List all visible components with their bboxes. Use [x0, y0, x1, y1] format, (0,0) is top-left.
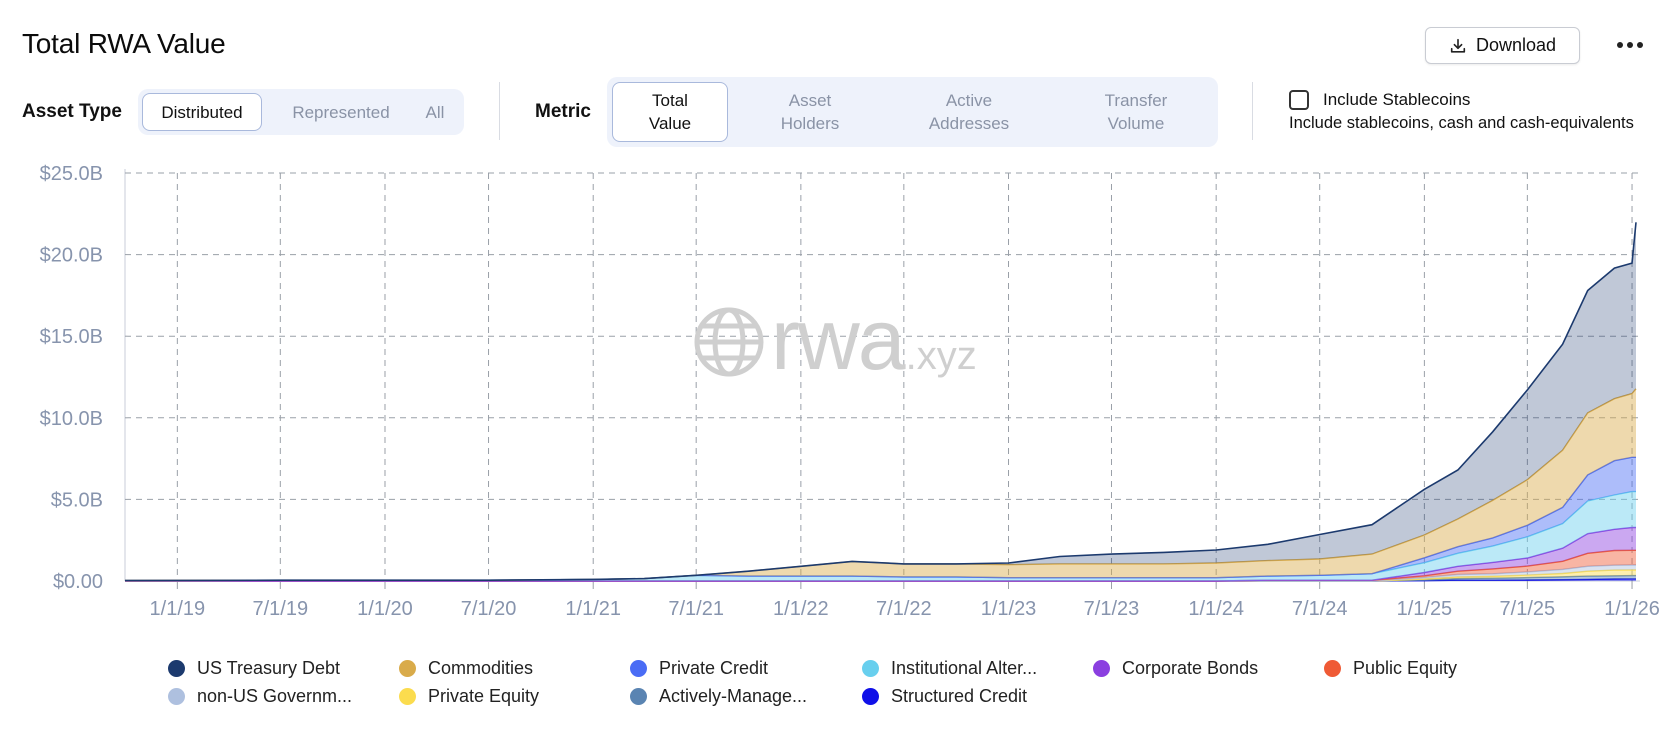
metric-line2: Value [648, 114, 692, 133]
legend-item[interactable]: Actively-Manage... [630, 686, 807, 707]
chart-areas [124, 222, 1637, 582]
legend-label: Institutional Alter... [891, 658, 1038, 678]
legend-label: Actively-Manage... [659, 686, 808, 706]
legend-item[interactable]: Structured Credit [862, 686, 1027, 707]
download-label: Download [1475, 35, 1557, 55]
legend-item[interactable]: Public Equity [1324, 658, 1457, 679]
more-options-button[interactable] [1614, 33, 1646, 57]
area-us-treasury-debt [125, 222, 1636, 581]
asset-type-selector: Distributed Represented All [138, 89, 464, 135]
legend-swatch [1093, 660, 1110, 677]
watermark: rwa .xyz [693, 292, 977, 388]
legend-label: Commodities [428, 658, 534, 678]
watermark-main: rwa [771, 292, 906, 388]
legend-item[interactable]: non-US Governm... [168, 686, 352, 707]
asset-type-all[interactable]: All [425, 102, 445, 122]
y-tick-label: $15.0B [40, 326, 103, 348]
legend-label: US Treasury Debt [197, 658, 341, 678]
x-tick-label: 7/1/21 [668, 598, 724, 620]
legend-label: Private Equity [428, 686, 540, 706]
legend-item[interactable]: Commodities [399, 658, 533, 679]
legend-item[interactable]: Private Equity [399, 686, 539, 707]
metric-label: Metric [535, 101, 591, 122]
x-tick-label: 7/1/19 [253, 598, 309, 620]
chart-legend: US Treasury Debt Commodities Private Cre… [0, 655, 1680, 715]
metric-asset-holders[interactable]: Asset Holders [747, 82, 873, 142]
metric-line1: Total [652, 91, 688, 110]
x-tick-label: 7/1/24 [1292, 598, 1348, 620]
legend-swatch [399, 688, 416, 705]
x-tick-label: 1/1/22 [773, 598, 829, 620]
x-tick-label: 1/1/24 [1188, 598, 1244, 620]
y-tick-label: $5.0B [51, 489, 103, 511]
legend-swatch [630, 688, 647, 705]
include-stablecoins-description: Include stablecoins, cash and cash-equiv… [1289, 114, 1634, 132]
legend-item[interactable]: US Treasury Debt [168, 658, 340, 679]
area-commodities [125, 388, 1636, 581]
include-stablecoins-checkbox[interactable] [1289, 90, 1309, 110]
asset-type-label: Asset Type [22, 101, 122, 122]
watermark-suffix: .xyz [905, 334, 977, 378]
globe-icon [694, 307, 764, 377]
metric-line2: Addresses [928, 114, 1010, 133]
y-tick-label: $20.0B [40, 245, 103, 267]
x-tick-label: 7/1/23 [1084, 598, 1140, 620]
metric-total-value[interactable]: Total Value [612, 82, 728, 142]
x-tick-label: 1/1/20 [357, 598, 413, 620]
metric-active-addresses[interactable]: Active Addresses [899, 82, 1039, 142]
legend-swatch [630, 660, 647, 677]
include-stablecoins-label: Include Stablecoins [1323, 90, 1471, 109]
legend-label: Corporate Bonds [1122, 658, 1259, 678]
download-icon [1450, 38, 1466, 53]
download-button[interactable]: Download [1425, 27, 1580, 64]
page-title: Total RWA Value [22, 28, 226, 59]
metric-selector: Total Value Asset Holders Active Address… [607, 77, 1218, 147]
x-axis-ticks: 1/1/19 7/1/19 1/1/20 7/1/20 1/1/21 7/1/21 1/1/… [150, 598, 1660, 620]
legend-item[interactable]: Private Credit [630, 658, 768, 679]
y-tick-label: $10.0B [40, 408, 103, 430]
legend-item[interactable]: Institutional Alter... [862, 658, 1037, 679]
legend-item[interactable]: Corporate Bonds [1093, 658, 1258, 679]
divider [499, 82, 500, 140]
rwa-value-chart: $0.00 $5.0B $10.0B $15.0B $20.0B $25.0B 1/1/1… [40, 163, 1660, 620]
line-us-treasury-debt [124, 222, 1637, 582]
x-tick-label: 7/1/25 [1500, 598, 1556, 620]
legend-label: Structured Credit [891, 686, 1028, 706]
line-corporate-bonds [125, 526, 1636, 582]
metric-line1: Transfer [1104, 91, 1168, 110]
legend-swatch [1324, 660, 1341, 677]
legend-swatch [862, 660, 879, 677]
x-tick-label: 1/1/23 [981, 598, 1037, 620]
legend-label: non-US Governm... [197, 686, 353, 706]
legend-swatch [862, 688, 879, 705]
x-tick-label: 1/1/25 [1397, 598, 1453, 620]
metric-line1: Active [945, 91, 993, 110]
y-tick-label: $0.00 [53, 571, 103, 593]
more-icon [1617, 42, 1643, 48]
legend-swatch [168, 660, 185, 677]
x-tick-label: 1/1/21 [565, 598, 621, 620]
legend-swatch [399, 660, 416, 677]
x-tick-label: 7/1/22 [876, 598, 932, 620]
legend-label: Private Credit [659, 658, 769, 678]
y-axis-ticks: $0.00 $5.0B $10.0B $15.0B $20.0B $25.0B [40, 163, 103, 593]
x-tick-label: 7/1/20 [461, 598, 517, 620]
metric-line2: Holders [780, 114, 840, 133]
metric-line1: Asset [788, 91, 832, 110]
asset-type-represented[interactable]: Represented [292, 102, 390, 122]
legend-swatch [168, 688, 185, 705]
asset-type-distributed[interactable]: Distributed [142, 93, 262, 131]
x-tick-label: 1/1/19 [150, 598, 206, 620]
x-tick-label: 1/1/26 [1604, 598, 1660, 620]
divider [1252, 82, 1253, 140]
legend-label: Public Equity [1353, 658, 1458, 678]
metric-transfer-volume[interactable]: Transfer Volume [1071, 82, 1201, 142]
metric-line2: Volume [1107, 114, 1165, 133]
y-tick-label: $25.0B [40, 163, 103, 185]
